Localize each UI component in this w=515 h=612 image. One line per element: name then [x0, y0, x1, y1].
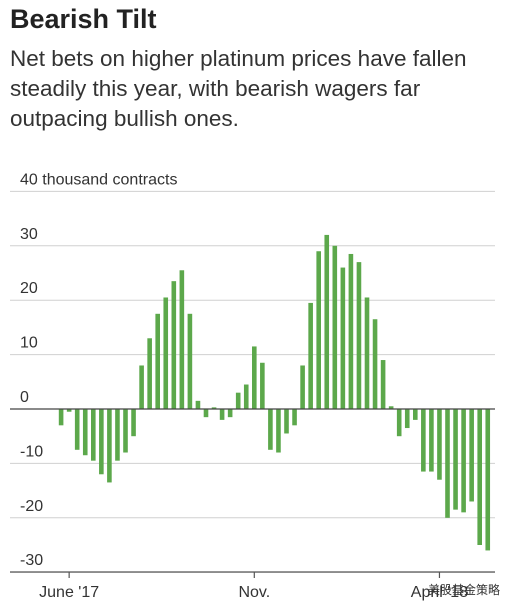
bars — [58, 234, 491, 551]
watermark-text: 美股基金策略 — [428, 582, 500, 597]
chart-subtitle: Net bets on higher platinum prices have … — [10, 46, 467, 131]
bar — [364, 297, 370, 409]
bar — [179, 270, 185, 409]
bar — [115, 409, 120, 461]
bar — [252, 346, 257, 409]
bar — [227, 409, 233, 418]
y-tick-label: -30 — [20, 552, 43, 569]
y-tick-label: 0 — [20, 389, 29, 406]
x-tick-marks — [68, 572, 441, 578]
bar — [211, 407, 217, 409]
bar — [155, 313, 160, 409]
bar — [187, 313, 193, 409]
bar — [82, 409, 88, 456]
bar — [396, 409, 402, 437]
bar — [292, 409, 297, 426]
bar — [268, 409, 273, 450]
y-tick-label: 20 — [20, 280, 38, 297]
bar — [372, 319, 378, 409]
bar — [388, 406, 394, 409]
bar — [316, 251, 321, 409]
bar — [348, 253, 354, 409]
bar — [332, 245, 338, 409]
bar — [469, 409, 474, 502]
x-tick-labels: June '17 Nov. April '18 — [39, 584, 468, 601]
bar — [284, 409, 289, 434]
y-tick-labels: 40 thousand contracts 30 20 10 0 -10 -20 -30 — [20, 171, 177, 569]
bar — [404, 409, 410, 429]
bar — [308, 302, 313, 409]
bar — [203, 409, 209, 418]
bar — [340, 267, 346, 409]
y-tick-label: 30 — [20, 226, 38, 243]
bar — [91, 409, 96, 461]
bar — [66, 409, 72, 412]
bar — [147, 338, 152, 409]
x-tick-label: Nov. — [238, 584, 270, 601]
y-tick-label: -20 — [20, 498, 43, 515]
bar — [74, 409, 80, 450]
chart-title: Bearish Tilt — [10, 4, 157, 34]
bar — [276, 409, 281, 453]
bar — [123, 409, 128, 453]
x-tick-label: June '17 — [39, 584, 99, 601]
bar — [485, 409, 491, 551]
bar — [171, 281, 177, 409]
bar — [195, 400, 201, 409]
bar — [163, 297, 169, 409]
bar — [461, 409, 466, 513]
bar — [219, 409, 225, 420]
y-axis-unit-label: 40 thousand contracts — [20, 171, 177, 188]
bar — [324, 234, 330, 409]
y-tick-label: 10 — [20, 335, 38, 352]
bar — [445, 409, 450, 518]
bar — [437, 409, 442, 480]
bar — [421, 409, 426, 472]
bar — [453, 409, 458, 510]
bar — [300, 365, 305, 409]
bar — [413, 409, 418, 420]
bar — [58, 409, 64, 426]
bar — [131, 409, 136, 437]
bar — [429, 409, 434, 472]
bar — [139, 365, 144, 409]
bar — [243, 384, 249, 409]
bar — [477, 409, 482, 545]
bar — [107, 409, 112, 483]
bar — [99, 409, 104, 475]
bar — [356, 262, 362, 409]
bar — [235, 392, 241, 409]
bar — [260, 362, 265, 409]
bar — [380, 360, 386, 409]
y-tick-label: -10 — [20, 443, 43, 460]
x-tick-label: April '18 — [411, 584, 468, 601]
